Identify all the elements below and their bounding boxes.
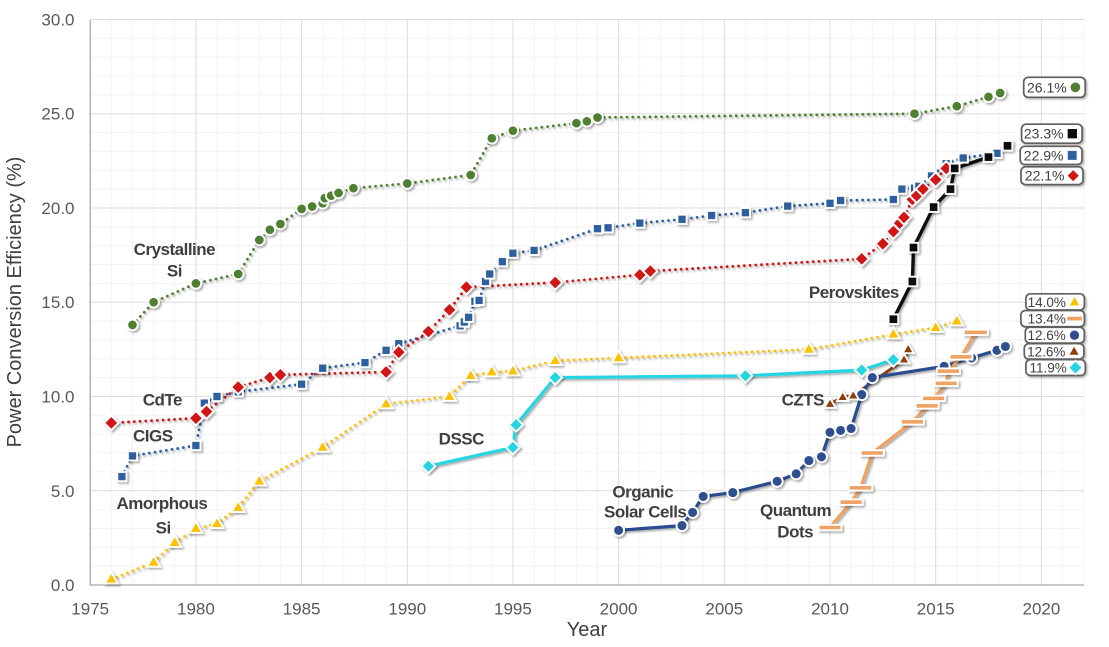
svg-text:1975: 1975 — [71, 600, 109, 619]
svg-text:Solar Cells: Solar Cells — [604, 503, 686, 522]
svg-text:23.3%: 23.3% — [1024, 126, 1064, 142]
svg-text:10.0: 10.0 — [41, 388, 74, 407]
svg-text:DSSC: DSSC — [439, 429, 484, 448]
svg-text:Organic: Organic — [612, 483, 673, 502]
svg-text:1980: 1980 — [177, 600, 215, 619]
svg-text:22.9%: 22.9% — [1024, 147, 1064, 163]
svg-text:Crystalline: Crystalline — [134, 240, 215, 259]
svg-text:CZTS: CZTS — [782, 390, 825, 409]
svg-text:CIGS: CIGS — [133, 426, 173, 445]
svg-text:15.0: 15.0 — [41, 293, 74, 312]
svg-text:2010: 2010 — [811, 600, 849, 619]
svg-text:11.9%: 11.9% — [1030, 361, 1067, 376]
svg-text:13.4%: 13.4% — [1028, 312, 1066, 327]
svg-text:1990: 1990 — [388, 600, 426, 619]
svg-text:Year: Year — [567, 619, 608, 641]
svg-text:14.0%: 14.0% — [1028, 295, 1066, 310]
svg-text:20.0: 20.0 — [41, 199, 74, 218]
svg-text:30.0: 30.0 — [41, 11, 74, 30]
svg-text:Amorphous: Amorphous — [116, 494, 207, 513]
svg-text:2020: 2020 — [1022, 600, 1060, 619]
svg-text:2005: 2005 — [705, 600, 743, 619]
svg-text:26.1%: 26.1% — [1027, 79, 1067, 95]
svg-text:12.6%: 12.6% — [1027, 344, 1065, 359]
svg-text:1995: 1995 — [494, 600, 532, 619]
svg-text:2015: 2015 — [917, 600, 955, 619]
svg-text:12.6%: 12.6% — [1028, 328, 1066, 343]
svg-text:Quantum: Quantum — [760, 501, 831, 520]
svg-text:Perovskites: Perovskites — [809, 283, 899, 302]
svg-text:0.0: 0.0 — [51, 576, 75, 595]
svg-text:1985: 1985 — [283, 600, 321, 619]
svg-text:2000: 2000 — [600, 600, 638, 619]
svg-text:22.1%: 22.1% — [1025, 168, 1065, 184]
svg-text:CdTe: CdTe — [143, 391, 182, 410]
svg-text:Power Conversion Efficiency (%: Power Conversion Efficiency (%) — [4, 157, 26, 448]
svg-text:25.0: 25.0 — [41, 105, 74, 124]
svg-text:Si: Si — [156, 519, 171, 538]
svg-text:5.0: 5.0 — [51, 482, 75, 501]
svg-text:Si: Si — [167, 261, 182, 280]
svg-text:Dots: Dots — [777, 522, 813, 541]
